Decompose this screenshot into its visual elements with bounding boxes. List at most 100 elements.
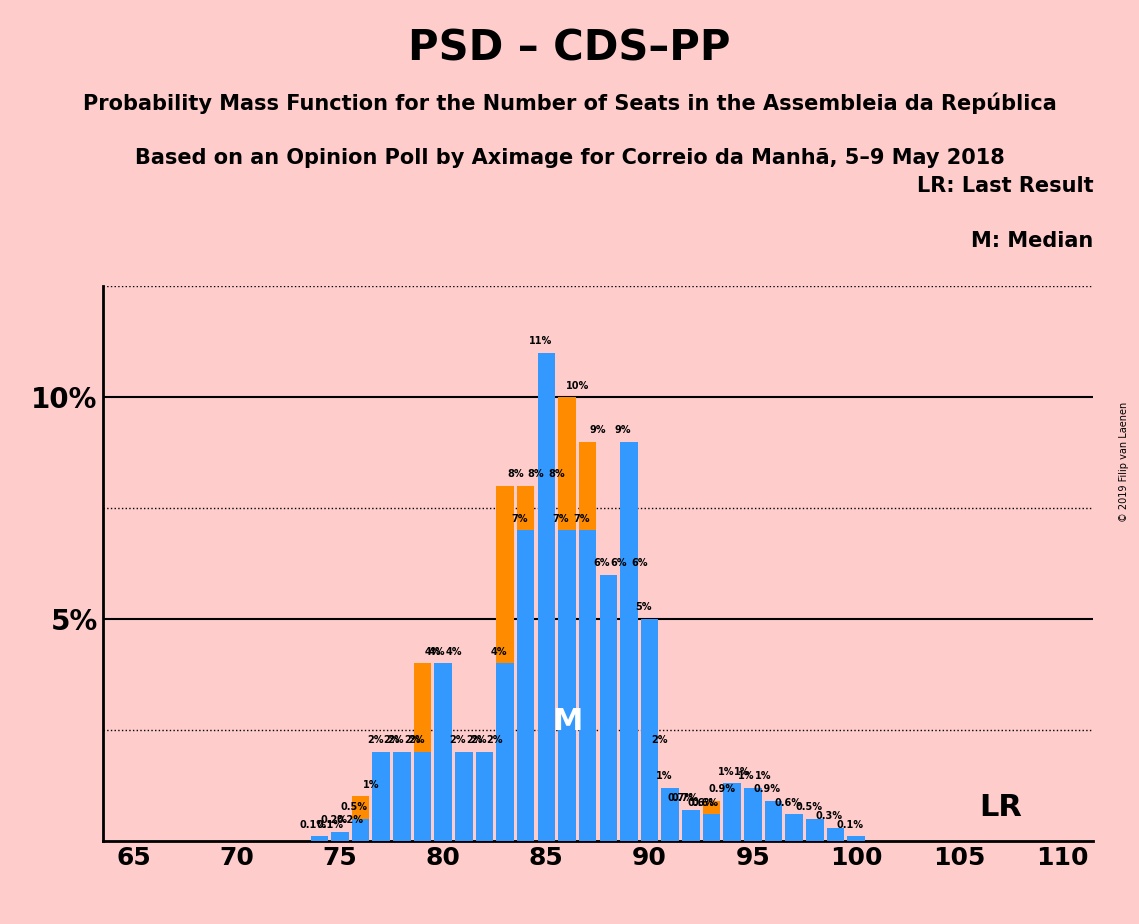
Text: 4%: 4% [428, 647, 445, 657]
Text: 6%: 6% [611, 558, 626, 568]
Text: PSD – CDS–PP: PSD – CDS–PP [408, 28, 731, 69]
Bar [620, 575, 638, 841]
Text: LR: LR [980, 793, 1022, 822]
Text: 0.5%: 0.5% [341, 802, 368, 812]
Bar [744, 787, 762, 841]
Bar [331, 832, 349, 841]
Text: 8%: 8% [548, 469, 565, 480]
Bar [434, 663, 452, 841]
Text: 0.1%: 0.1% [836, 820, 863, 830]
Bar [434, 663, 452, 841]
Bar [497, 663, 514, 841]
Text: 1%: 1% [735, 767, 751, 776]
Text: 10%: 10% [566, 381, 589, 391]
Text: 1%: 1% [362, 780, 379, 790]
Text: M: M [551, 707, 582, 736]
Bar [352, 819, 369, 841]
Text: 2%: 2% [387, 736, 404, 746]
Bar [620, 442, 638, 841]
Text: Based on an Opinion Poll by Aximage for Correio da Manhã, 5–9 May 2018: Based on an Opinion Poll by Aximage for … [134, 148, 1005, 168]
Bar [311, 836, 328, 841]
Bar [497, 486, 514, 841]
Bar [413, 663, 432, 841]
Text: M: Median: M: Median [972, 231, 1093, 251]
Bar [413, 752, 432, 841]
Text: 4%: 4% [491, 647, 507, 657]
Bar [558, 530, 576, 841]
Bar [785, 814, 803, 841]
Text: 0.9%: 0.9% [708, 784, 736, 795]
Text: 0.2%: 0.2% [320, 815, 347, 825]
Bar [579, 442, 597, 841]
Text: 5%: 5% [636, 602, 652, 613]
Text: 8%: 8% [527, 469, 544, 480]
Text: 1%: 1% [738, 771, 755, 781]
Text: 0.1%: 0.1% [300, 820, 327, 830]
Text: 6%: 6% [593, 558, 611, 568]
Bar [517, 486, 534, 841]
Bar [682, 809, 699, 841]
Text: © 2019 Filip van Laenen: © 2019 Filip van Laenen [1120, 402, 1129, 522]
Text: 0.7%: 0.7% [671, 793, 698, 803]
Text: 0.6%: 0.6% [688, 797, 714, 808]
Text: 11%: 11% [528, 336, 551, 346]
Bar [599, 575, 617, 841]
Bar [454, 752, 473, 841]
Bar [517, 530, 534, 841]
Bar [454, 752, 473, 841]
Bar [372, 752, 390, 841]
Text: 8%: 8% [507, 469, 524, 480]
Text: 4%: 4% [445, 647, 461, 657]
Text: 2%: 2% [404, 736, 420, 746]
Text: 0.9%: 0.9% [754, 784, 780, 795]
Bar [372, 752, 390, 841]
Text: 2%: 2% [652, 736, 669, 746]
Bar [641, 619, 658, 841]
Bar [538, 353, 555, 841]
Text: 9%: 9% [590, 425, 606, 435]
Text: 2%: 2% [384, 736, 400, 746]
Bar [662, 787, 679, 841]
Bar [744, 787, 762, 841]
Bar [393, 752, 411, 841]
Bar [827, 828, 844, 841]
Text: 2%: 2% [450, 736, 466, 746]
Text: 2%: 2% [367, 736, 383, 746]
Bar [352, 796, 369, 841]
Text: 1%: 1% [755, 771, 771, 781]
Bar [703, 814, 720, 841]
Bar [682, 814, 699, 841]
Text: 0.6%: 0.6% [691, 797, 719, 808]
Bar [723, 784, 741, 841]
Bar [558, 397, 576, 841]
Bar [641, 752, 658, 841]
Text: 0.7%: 0.7% [667, 793, 694, 803]
Bar [311, 836, 328, 841]
Bar [476, 752, 493, 841]
Text: 2%: 2% [408, 736, 425, 746]
Text: 0.3%: 0.3% [816, 811, 843, 821]
Text: 9%: 9% [615, 425, 631, 435]
Text: 2%: 2% [486, 736, 503, 746]
Text: 7%: 7% [511, 514, 527, 524]
Text: 1%: 1% [656, 771, 672, 781]
Text: Probability Mass Function for the Number of Seats in the Assembleia da República: Probability Mass Function for the Number… [83, 92, 1056, 114]
Bar [476, 752, 493, 841]
Bar [703, 801, 720, 841]
Text: 0.5%: 0.5% [795, 802, 822, 812]
Bar [723, 784, 741, 841]
Bar [538, 486, 555, 841]
Text: 0.1%: 0.1% [317, 820, 343, 830]
Text: 4%: 4% [425, 647, 441, 657]
Text: 6%: 6% [631, 558, 647, 568]
Text: 1%: 1% [718, 767, 735, 776]
Bar [331, 832, 349, 841]
Text: 7%: 7% [552, 514, 570, 524]
Text: LR: Last Result: LR: Last Result [917, 176, 1093, 196]
Text: 7%: 7% [573, 514, 590, 524]
Bar [662, 809, 679, 841]
Bar [579, 530, 597, 841]
Text: 0.2%: 0.2% [337, 815, 363, 825]
Text: 2%: 2% [466, 736, 482, 746]
Bar [847, 836, 865, 841]
